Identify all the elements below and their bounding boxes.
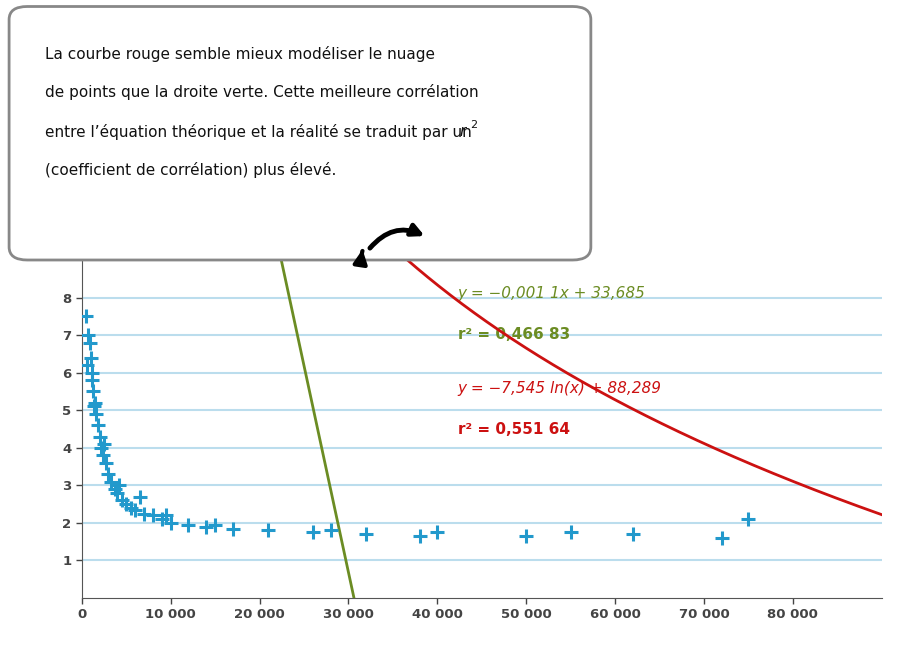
Text: y = −0,001 1x + 33,685: y = −0,001 1x + 33,685 xyxy=(458,286,645,302)
Point xyxy=(93,432,107,442)
Point xyxy=(625,529,640,539)
Point xyxy=(101,469,115,479)
Point xyxy=(88,398,103,408)
Point xyxy=(564,527,578,538)
Point xyxy=(413,531,427,541)
Point xyxy=(199,521,214,532)
Text: r² = 0,551 64: r² = 0,551 64 xyxy=(458,421,570,437)
Point xyxy=(107,484,122,494)
Point xyxy=(85,375,100,385)
Text: y = −7,545 ln(x) + 88,289: y = −7,545 ln(x) + 88,289 xyxy=(458,381,662,396)
Text: entre l’équation théorique et la réalité se traduit par un: entre l’équation théorique et la réalité… xyxy=(45,124,477,140)
Point xyxy=(80,360,95,370)
Point xyxy=(95,450,110,460)
Point xyxy=(128,504,143,515)
Text: La courbe rouge semble mieux modéliser le nuage: La courbe rouge semble mieux modéliser l… xyxy=(45,46,435,62)
Point xyxy=(115,495,129,506)
Point xyxy=(305,527,320,538)
Point xyxy=(164,517,178,528)
Point xyxy=(136,508,151,519)
Point xyxy=(95,443,109,453)
Point xyxy=(91,420,105,430)
Point xyxy=(133,491,147,502)
Point xyxy=(110,488,125,498)
Point xyxy=(181,519,195,530)
Point xyxy=(519,531,534,541)
Point xyxy=(89,409,104,419)
Text: (coefficient de corrélation) plus élevé.: (coefficient de corrélation) plus élevé. xyxy=(45,162,337,179)
Point xyxy=(430,527,445,538)
Point xyxy=(119,499,134,510)
Point xyxy=(112,480,126,491)
Point xyxy=(96,439,111,449)
Text: r² = 0,466 83: r² = 0,466 83 xyxy=(458,327,570,342)
Point xyxy=(324,525,338,536)
Point xyxy=(741,514,755,525)
Point xyxy=(359,529,374,539)
Text: Fécondité: Fécondité xyxy=(25,231,110,246)
Point xyxy=(714,533,729,543)
Point xyxy=(87,401,102,411)
Point xyxy=(124,502,138,513)
Text: 2: 2 xyxy=(470,120,477,130)
Point xyxy=(86,386,101,396)
Point xyxy=(159,510,174,521)
Point xyxy=(261,525,275,536)
Text: de points que la droite verte. Cette meilleure corrélation: de points que la droite verte. Cette mei… xyxy=(45,84,479,101)
Point xyxy=(81,330,95,341)
Point xyxy=(83,337,97,348)
Point xyxy=(84,352,98,363)
Point xyxy=(85,367,99,378)
Point xyxy=(79,311,94,322)
Point xyxy=(155,514,169,525)
Point xyxy=(145,510,160,521)
Text: r: r xyxy=(459,124,465,138)
Point xyxy=(208,519,223,530)
Point xyxy=(98,458,113,468)
Point xyxy=(225,523,240,534)
Point xyxy=(104,476,118,487)
